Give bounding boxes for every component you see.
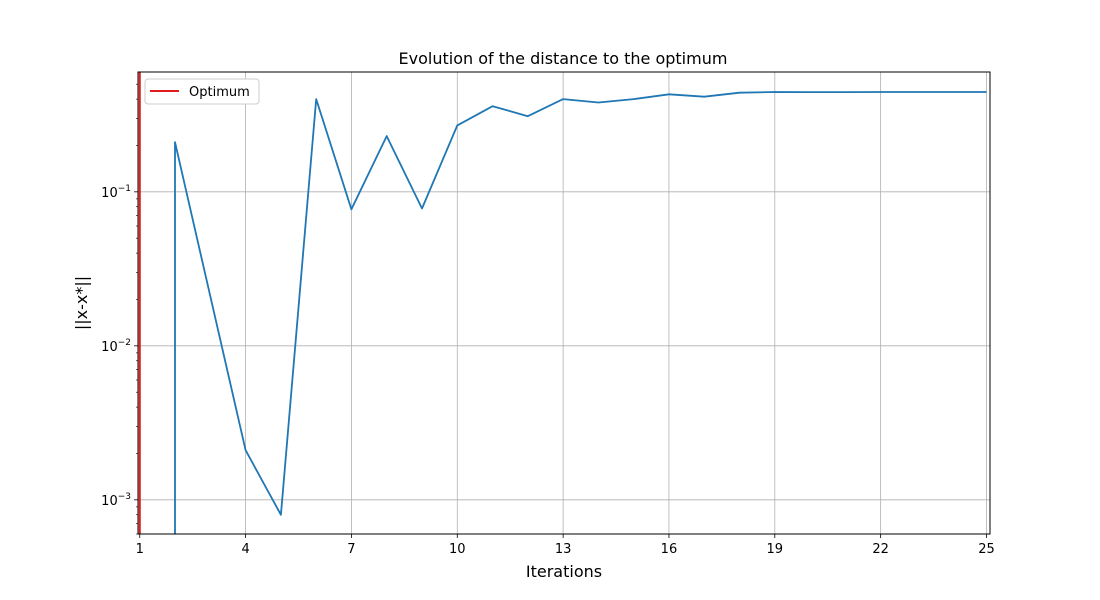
- x-tick-label: 4: [241, 542, 249, 557]
- legend-box: [144, 78, 260, 105]
- plot-frame: [137, 71, 991, 535]
- chart-title: Evolution of the distance to the optimum: [399, 49, 728, 68]
- legend-label-optimum: Optimum: [189, 85, 250, 100]
- x-axis-label: Iterations: [526, 562, 602, 581]
- x-tick-label: 22: [872, 542, 889, 557]
- series-line: [174, 91, 987, 534]
- x-tick-label: 16: [661, 542, 678, 557]
- y-tick-label: 10−1: [101, 184, 131, 201]
- x-tick-label: 7: [347, 542, 355, 557]
- x-tick-label: 19: [767, 542, 784, 557]
- ticks: 1 4 7 10 13 16 19 22 25 10−3 10−2 10−1: [101, 83, 995, 557]
- x-tick-label: 13: [555, 542, 572, 557]
- y-axis-label: ||x-x*||: [72, 276, 91, 330]
- x-tick-label: 10: [449, 542, 466, 557]
- y-tick-label: 10−3: [101, 492, 131, 509]
- grid: [138, 72, 990, 534]
- y-tick-label: 10−2: [101, 338, 131, 355]
- series-layer: [138, 72, 987, 534]
- x-tick-label: 25: [978, 542, 995, 557]
- legend: Optimum: [144, 78, 260, 105]
- x-tick-label: 1: [136, 542, 144, 557]
